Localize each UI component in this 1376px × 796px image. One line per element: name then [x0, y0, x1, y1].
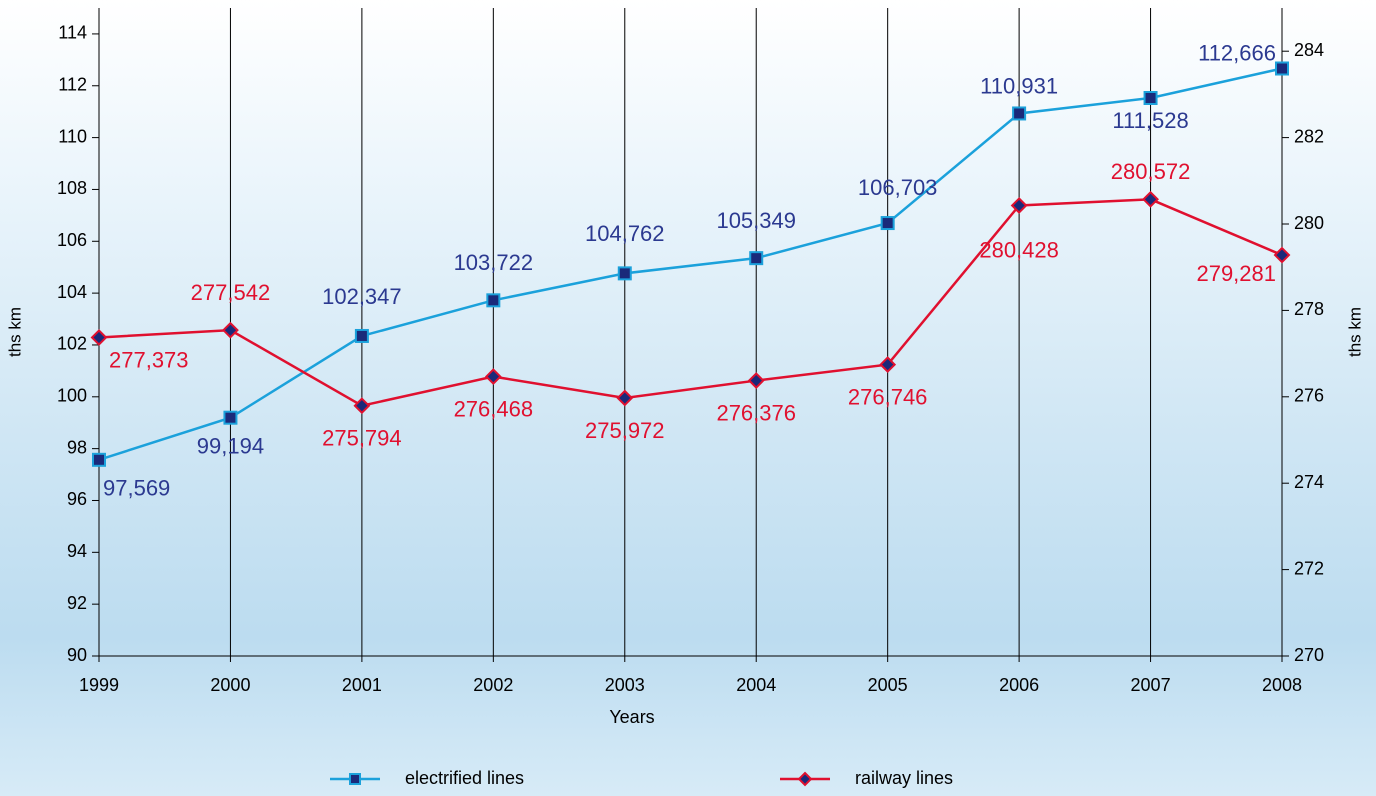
y-tick-label: 96 [67, 489, 87, 509]
marker [617, 266, 632, 281]
y-tick-label: 114 [58, 23, 87, 43]
y-tick-label: 90 [67, 645, 87, 665]
data-label: 276,376 [716, 400, 796, 425]
marker [484, 368, 502, 385]
data-label: 103,722 [454, 250, 534, 275]
series-line [98, 198, 1283, 408]
marker [1143, 90, 1158, 105]
x-tick-label: 2008 [1262, 675, 1302, 695]
marker [616, 389, 634, 407]
data-label: 277,373 [109, 347, 189, 372]
data-label: 106,703 [858, 175, 938, 200]
y2-tick-label: 278 [1294, 299, 1324, 319]
x-tick-label: 2004 [736, 675, 776, 695]
data-label: 112,666 [1198, 40, 1276, 65]
y-tick-label: 92 [67, 593, 87, 613]
data-label: 102,347 [322, 284, 402, 309]
y2-axis-label: ths km [1345, 307, 1364, 357]
data-label: 105,349 [716, 208, 796, 233]
legend-label: electrified lines [405, 768, 524, 788]
x-axis-label: Years [609, 707, 654, 727]
y-tick-label: 94 [67, 541, 87, 561]
marker [1273, 246, 1291, 264]
x-tick-label: 2001 [342, 675, 382, 695]
marker [90, 329, 108, 346]
y2-tick-label: 280 [1294, 213, 1324, 233]
data-label: 276,746 [848, 384, 928, 409]
marker [880, 216, 895, 231]
marker [1012, 106, 1027, 121]
x-tick-label: 2003 [605, 675, 645, 695]
y2-tick-label: 270 [1294, 645, 1324, 665]
y-tick-label: 100 [57, 386, 87, 406]
data-label: 111,528 [1112, 108, 1188, 133]
legend-marker [797, 771, 813, 787]
y2-tick-label: 284 [1294, 40, 1324, 60]
data-label: 280,572 [1111, 159, 1191, 184]
y-tick-label: 104 [57, 282, 87, 302]
marker [747, 372, 765, 389]
marker [879, 356, 897, 373]
marker [354, 328, 369, 343]
y-axis-label: ths km [5, 307, 24, 357]
data-label: 99,194 [197, 434, 264, 459]
data-label: 110,931 [980, 73, 1058, 98]
y-tick-label: 102 [57, 334, 87, 354]
x-tick-label: 2007 [1131, 675, 1171, 695]
marker [353, 397, 371, 415]
x-tick-label: 2005 [868, 675, 908, 695]
marker [1275, 61, 1289, 76]
data-label: 275,972 [585, 418, 665, 443]
y-tick-label: 110 [58, 126, 87, 146]
x-tick-label: 2006 [999, 675, 1039, 695]
y2-tick-label: 274 [1294, 472, 1324, 492]
data-label: 104,762 [585, 221, 665, 246]
y-tick-label: 108 [57, 178, 87, 198]
marker [222, 321, 239, 339]
y2-tick-label: 276 [1294, 386, 1324, 406]
marker [223, 410, 238, 425]
y2-tick-label: 272 [1294, 558, 1324, 578]
y-tick-label: 98 [67, 437, 87, 457]
x-tick-label: 2002 [473, 675, 513, 695]
y-tick-label: 112 [58, 75, 87, 95]
data-label: 97,569 [103, 476, 170, 501]
x-tick-label: 1999 [79, 675, 119, 695]
legend-label: railway lines [855, 768, 953, 788]
marker [1142, 190, 1159, 208]
marker [486, 293, 501, 308]
data-label: 279,281 [1196, 261, 1276, 286]
marker [749, 251, 764, 266]
data-label: 277,542 [191, 280, 271, 305]
series-line [98, 67, 1283, 462]
data-label: 280,428 [979, 237, 1059, 262]
y2-tick-label: 282 [1294, 126, 1324, 146]
data-label: 276,468 [454, 396, 534, 421]
marker [92, 452, 106, 467]
data-label: 275,794 [322, 426, 402, 451]
y-tick-label: 106 [57, 230, 87, 250]
legend-marker [349, 773, 361, 785]
x-tick-label: 2000 [210, 675, 250, 695]
marker [1010, 197, 1028, 214]
